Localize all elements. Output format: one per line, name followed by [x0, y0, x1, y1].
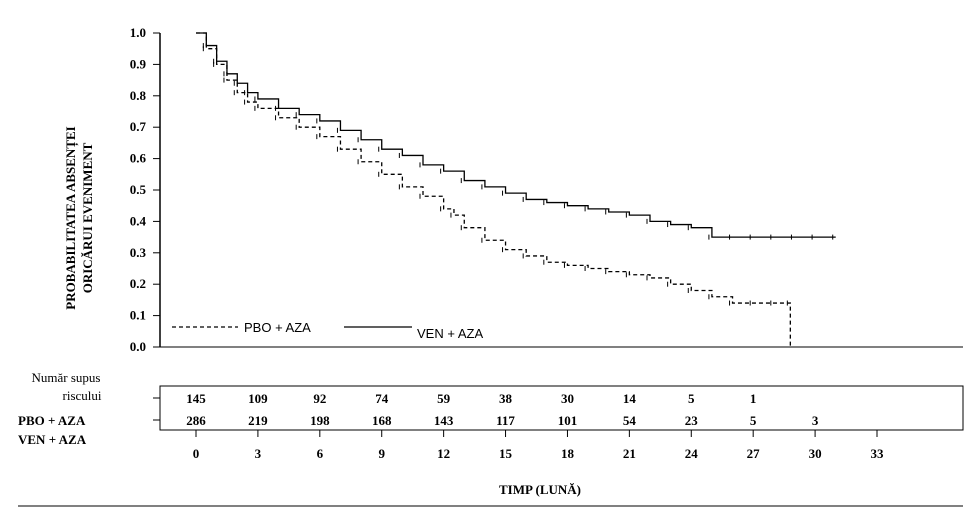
x-tick-label: 30 — [809, 446, 822, 461]
risk-cell: 23 — [685, 413, 699, 428]
risk-cell: 286 — [186, 413, 206, 428]
risk-cell: 54 — [623, 413, 637, 428]
risk-group-label-ven: VEN + AZA — [18, 432, 87, 447]
risk-cell: 101 — [558, 413, 578, 428]
y-tick-label: 0.1 — [130, 308, 146, 323]
risk-cell: 109 — [248, 391, 268, 406]
x-tick-label: 9 — [378, 446, 385, 461]
x-tick-label: 24 — [685, 446, 699, 461]
y-tick-label: 0.8 — [130, 88, 147, 103]
y-axis-label-line2: ORICĂRUI EVENIMENT — [80, 142, 95, 293]
risk-cell: 143 — [434, 413, 454, 428]
y-tick-label: 0.2 — [130, 276, 146, 291]
risk-cell: 30 — [561, 391, 574, 406]
risk-cell: 117 — [496, 413, 515, 428]
risk-cell: 5 — [688, 391, 695, 406]
risk-cell: 219 — [248, 413, 268, 428]
x-tick-label: 6 — [317, 446, 324, 461]
x-tick-label: 18 — [561, 446, 575, 461]
risk-cell: 5 — [750, 413, 757, 428]
legend: PBO + AZA VEN + AZA — [172, 320, 483, 341]
risk-cell: 92 — [313, 391, 326, 406]
risk-table-box — [159, 385, 964, 431]
x-tick-label: 15 — [499, 446, 513, 461]
risk-cell: 74 — [375, 391, 389, 406]
risk-group-label-pbo: PBO + AZA — [18, 413, 86, 428]
risk-cell: 145 — [186, 391, 206, 406]
risk-table-title-line1: Număr supus — [32, 370, 101, 385]
series-line-ven-aza — [196, 32, 836, 238]
y-tick-label: 0.9 — [130, 56, 147, 71]
y-axis-label-line1: PROBABILITATEA ABSENȚEI — [63, 126, 79, 309]
x-tick-label: 27 — [747, 446, 761, 461]
risk-cell: 1 — [750, 391, 757, 406]
risk-cell: 168 — [372, 413, 392, 428]
risk-cell: 3 — [812, 413, 819, 428]
y-tick-label: 0.5 — [130, 182, 147, 197]
series-layer — [196, 32, 836, 347]
series-line-pbo-aza — [196, 32, 791, 347]
x-axis-label: TIMP (LUNĂ) — [499, 482, 581, 497]
y-tick-label: 0.6 — [130, 151, 147, 166]
legend-label-ven: VEN + AZA — [417, 326, 483, 341]
x-tick-label: 3 — [255, 446, 262, 461]
risk-cell: 198 — [310, 413, 330, 428]
y-tick-label: 0.4 — [130, 213, 147, 228]
y-tick-label: 1.0 — [130, 25, 146, 40]
x-ticks: 0 3 6 9 12 15 18 21 24 27 30 33 — [193, 430, 884, 461]
risk-cell: 14 — [623, 391, 637, 406]
y-tick-label: 0.0 — [130, 339, 146, 354]
x-tick-label: 12 — [437, 446, 450, 461]
x-tick-label: 33 — [871, 446, 885, 461]
y-tick-label: 0.3 — [130, 245, 147, 260]
risk-cell: 59 — [437, 391, 451, 406]
legend-label-pbo: PBO + AZA — [244, 320, 311, 335]
x-tick-label: 21 — [623, 446, 636, 461]
risk-cell: 38 — [499, 391, 513, 406]
x-tick-label: 0 — [193, 446, 200, 461]
y-tick-label: 0.7 — [130, 119, 147, 134]
y-ticks: 0.0 0.1 0.2 0.3 0.4 0.5 0.6 0.7 0.8 0.9 1.0 — [130, 25, 160, 354]
risk-table-title-line2: riscului — [63, 388, 102, 403]
